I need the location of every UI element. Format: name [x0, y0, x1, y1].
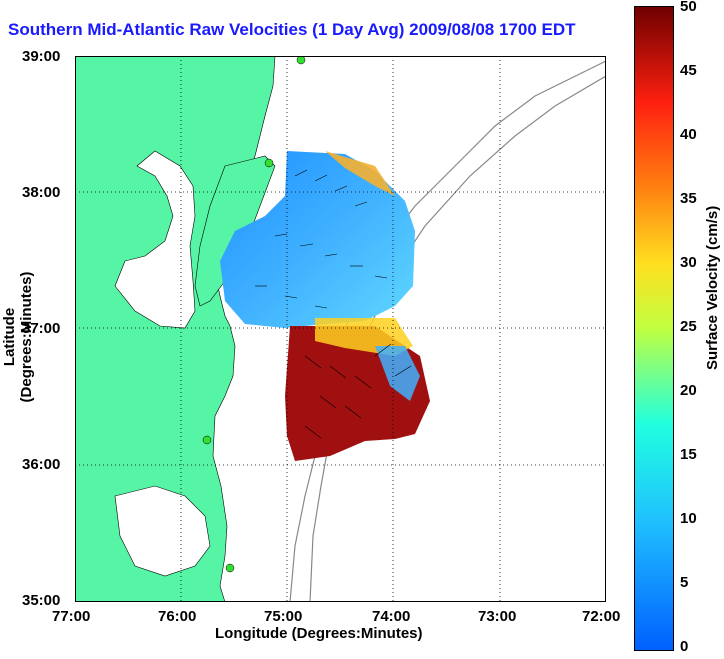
- map-panel: [75, 56, 606, 602]
- y-tick-label: 38:00: [22, 184, 61, 201]
- colorbar-tick: 30: [680, 254, 697, 271]
- x-tick-label: 72:00: [582, 608, 621, 625]
- y-axis-label: Latitude (Degrees:Minutes): [1, 271, 35, 403]
- station-marker: [202, 435, 212, 445]
- velocity-field-north: [220, 151, 415, 328]
- velocity-field-north-edge: [325, 151, 395, 196]
- colorbar-tick: 25: [680, 318, 697, 335]
- pamlico-sound: [114, 485, 211, 577]
- x-tick-label: 77:00: [52, 608, 91, 625]
- y-tick-label: 37:00: [22, 320, 61, 337]
- colorbar: [634, 6, 674, 651]
- colorbar-tick: 20: [680, 382, 697, 399]
- x-axis-label: Longitude (Degrees:Minutes): [215, 625, 423, 642]
- map-svg: [75, 56, 606, 602]
- colorbar-tick: 45: [680, 62, 697, 79]
- y-tick-label: 35:00: [22, 592, 61, 609]
- velocity-arrows: [255, 169, 412, 439]
- colorbar-label: Surface Velocity (cm/s): [704, 205, 721, 370]
- colorbar-tick: 10: [680, 510, 697, 527]
- x-tick-label: 74:00: [372, 608, 411, 625]
- colorbar-tick: 5: [680, 574, 689, 591]
- chart-title: Southern Mid-Atlantic Raw Velocities (1 …: [8, 20, 576, 39]
- colorbar-tick: 40: [680, 126, 697, 143]
- station-marker: [264, 158, 274, 168]
- chesapeake-bay: [114, 150, 196, 329]
- station-marker: [296, 56, 306, 65]
- colorbar-tick: 35: [680, 190, 697, 207]
- map-grid: [75, 56, 606, 602]
- x-tick-label: 73:00: [478, 608, 517, 625]
- station-marker: [225, 563, 235, 573]
- colorbar-tick: 50: [680, 0, 697, 15]
- colorbar-tick: 15: [680, 446, 697, 463]
- velocity-field-south-blue: [375, 346, 420, 401]
- y-tick-label: 39:00: [22, 48, 61, 65]
- colorbar-tick: 0: [680, 638, 689, 655]
- x-tick-label: 75:00: [264, 608, 303, 625]
- x-tick-label: 76:00: [158, 608, 197, 625]
- y-tick-label: 36:00: [22, 456, 61, 473]
